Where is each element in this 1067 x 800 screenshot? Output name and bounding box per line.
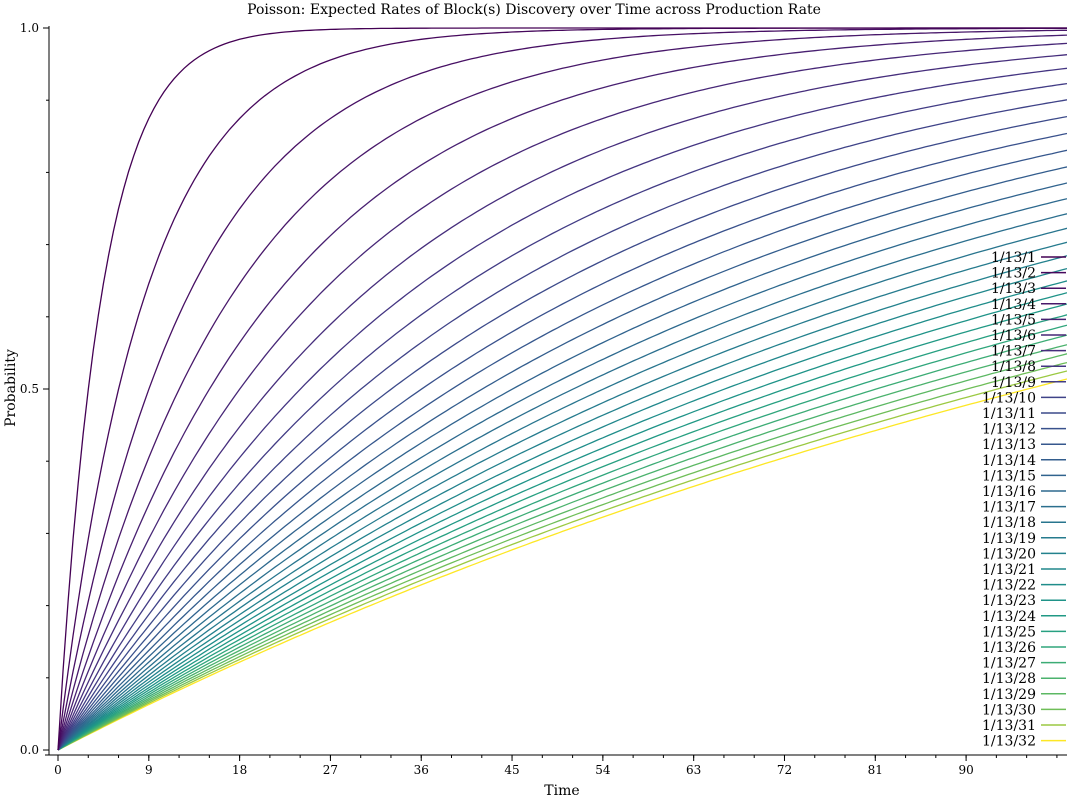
- series-line-24: [57, 303, 1067, 751]
- series-line-18: [57, 227, 1067, 751]
- series-line-23: [57, 292, 1067, 751]
- series-line-6: [57, 42, 1067, 751]
- series-line-15: [57, 182, 1067, 751]
- x-tick-label: 36: [414, 763, 429, 777]
- legend-label: 1/13/30: [982, 702, 1036, 718]
- legend: 1/13/11/13/21/13/31/13/41/13/51/13/61/13…: [982, 250, 1066, 750]
- legend-label: 1/13/6: [991, 328, 1036, 344]
- legend-label: 1/13/22: [982, 578, 1036, 594]
- series-line-10: [57, 99, 1067, 751]
- x-tick-label: 81: [868, 763, 883, 777]
- legend-label: 1/13/27: [982, 656, 1036, 672]
- series-line-21: [57, 267, 1067, 751]
- legend-label: 1/13/14: [982, 453, 1036, 469]
- legend-label: 1/13/8: [991, 359, 1036, 375]
- x-tick-label: 54: [595, 763, 611, 777]
- series-line-27: [57, 334, 1067, 751]
- series-line-17: [57, 213, 1067, 751]
- legend-label: 1/13/9: [991, 375, 1036, 391]
- legend-label: 1/13/10: [982, 390, 1036, 406]
- legend-label: 1/13/16: [982, 484, 1036, 500]
- x-tick-label: 0: [54, 763, 62, 777]
- x-tick-label: 18: [232, 763, 247, 777]
- legend-label: 1/13/19: [982, 531, 1036, 547]
- legend-label: 1/13/32: [982, 734, 1036, 750]
- series-line-8: [57, 67, 1067, 751]
- series-lines: [57, 27, 1067, 751]
- legend-label: 1/13/29: [982, 687, 1036, 703]
- axes: 0 9 18 27 36 45 54 63 72 81 90 0.0 0.5 1.0: [20, 21, 1067, 777]
- series-line-11: [57, 115, 1067, 751]
- series-line-20: [57, 255, 1067, 751]
- y-tick-label: 0.5: [20, 382, 39, 396]
- series-line-30: [57, 361, 1067, 751]
- series-line-26: [57, 324, 1067, 751]
- legend-label: 1/13/24: [982, 609, 1036, 625]
- x-tick-label: 45: [504, 763, 519, 777]
- series-line-31: [57, 370, 1067, 751]
- series-line-14: [57, 166, 1067, 751]
- legend-label: 1/13/31: [982, 718, 1036, 734]
- chart-title: Poisson: Expected Rates of Block(s) Disc…: [247, 2, 821, 18]
- legend-label: 1/13/23: [982, 593, 1036, 609]
- x-tick-label: 27: [323, 763, 338, 777]
- series-line-16: [57, 198, 1067, 751]
- legend-label: 1/13/26: [982, 640, 1036, 656]
- series-line-9: [57, 82, 1067, 751]
- legend-label: 1/13/17: [982, 500, 1036, 516]
- legend-label: 1/13/25: [982, 624, 1036, 640]
- y-tick-label: 1.0: [20, 21, 39, 35]
- legend-label: 1/13/28: [982, 671, 1036, 687]
- legend-label: 1/13/1: [991, 250, 1036, 266]
- legend-label: 1/13/12: [982, 422, 1036, 438]
- series-line-3: [57, 27, 1067, 751]
- x-tick-label: 72: [777, 763, 792, 777]
- series-line-12: [57, 132, 1067, 751]
- series-line-28: [57, 344, 1067, 751]
- x-axis-label: Time: [544, 783, 579, 799]
- series-line-13: [57, 149, 1067, 751]
- y-tick-label: 0.0: [20, 743, 39, 757]
- series-line-5: [57, 34, 1067, 751]
- legend-label: 1/13/7: [991, 344, 1036, 360]
- legend-label: 1/13/11: [982, 406, 1036, 422]
- legend-label: 1/13/4: [991, 297, 1036, 313]
- series-line-22: [57, 280, 1067, 751]
- series-line-1: [57, 27, 1067, 751]
- x-tick-label: 9: [145, 763, 153, 777]
- x-tick-label: 63: [686, 763, 701, 777]
- legend-label: 1/13/3: [991, 281, 1036, 297]
- legend-label: 1/13/2: [991, 266, 1036, 282]
- legend-label: 1/13/5: [991, 312, 1036, 328]
- series-line-29: [57, 353, 1067, 751]
- legend-label: 1/13/18: [982, 515, 1036, 531]
- series-line-25: [57, 314, 1067, 751]
- series-line-7: [57, 54, 1067, 751]
- legend-label: 1/13/13: [982, 437, 1036, 453]
- legend-label: 1/13/21: [982, 562, 1036, 578]
- legend-label: 1/13/20: [982, 546, 1036, 562]
- legend-label: 1/13/15: [982, 468, 1036, 484]
- series-line-4: [57, 29, 1067, 751]
- x-tick-label: 90: [958, 763, 973, 777]
- series-line-19: [57, 241, 1067, 751]
- y-axis-label: Probability: [3, 349, 19, 427]
- series-line-32: [57, 378, 1067, 751]
